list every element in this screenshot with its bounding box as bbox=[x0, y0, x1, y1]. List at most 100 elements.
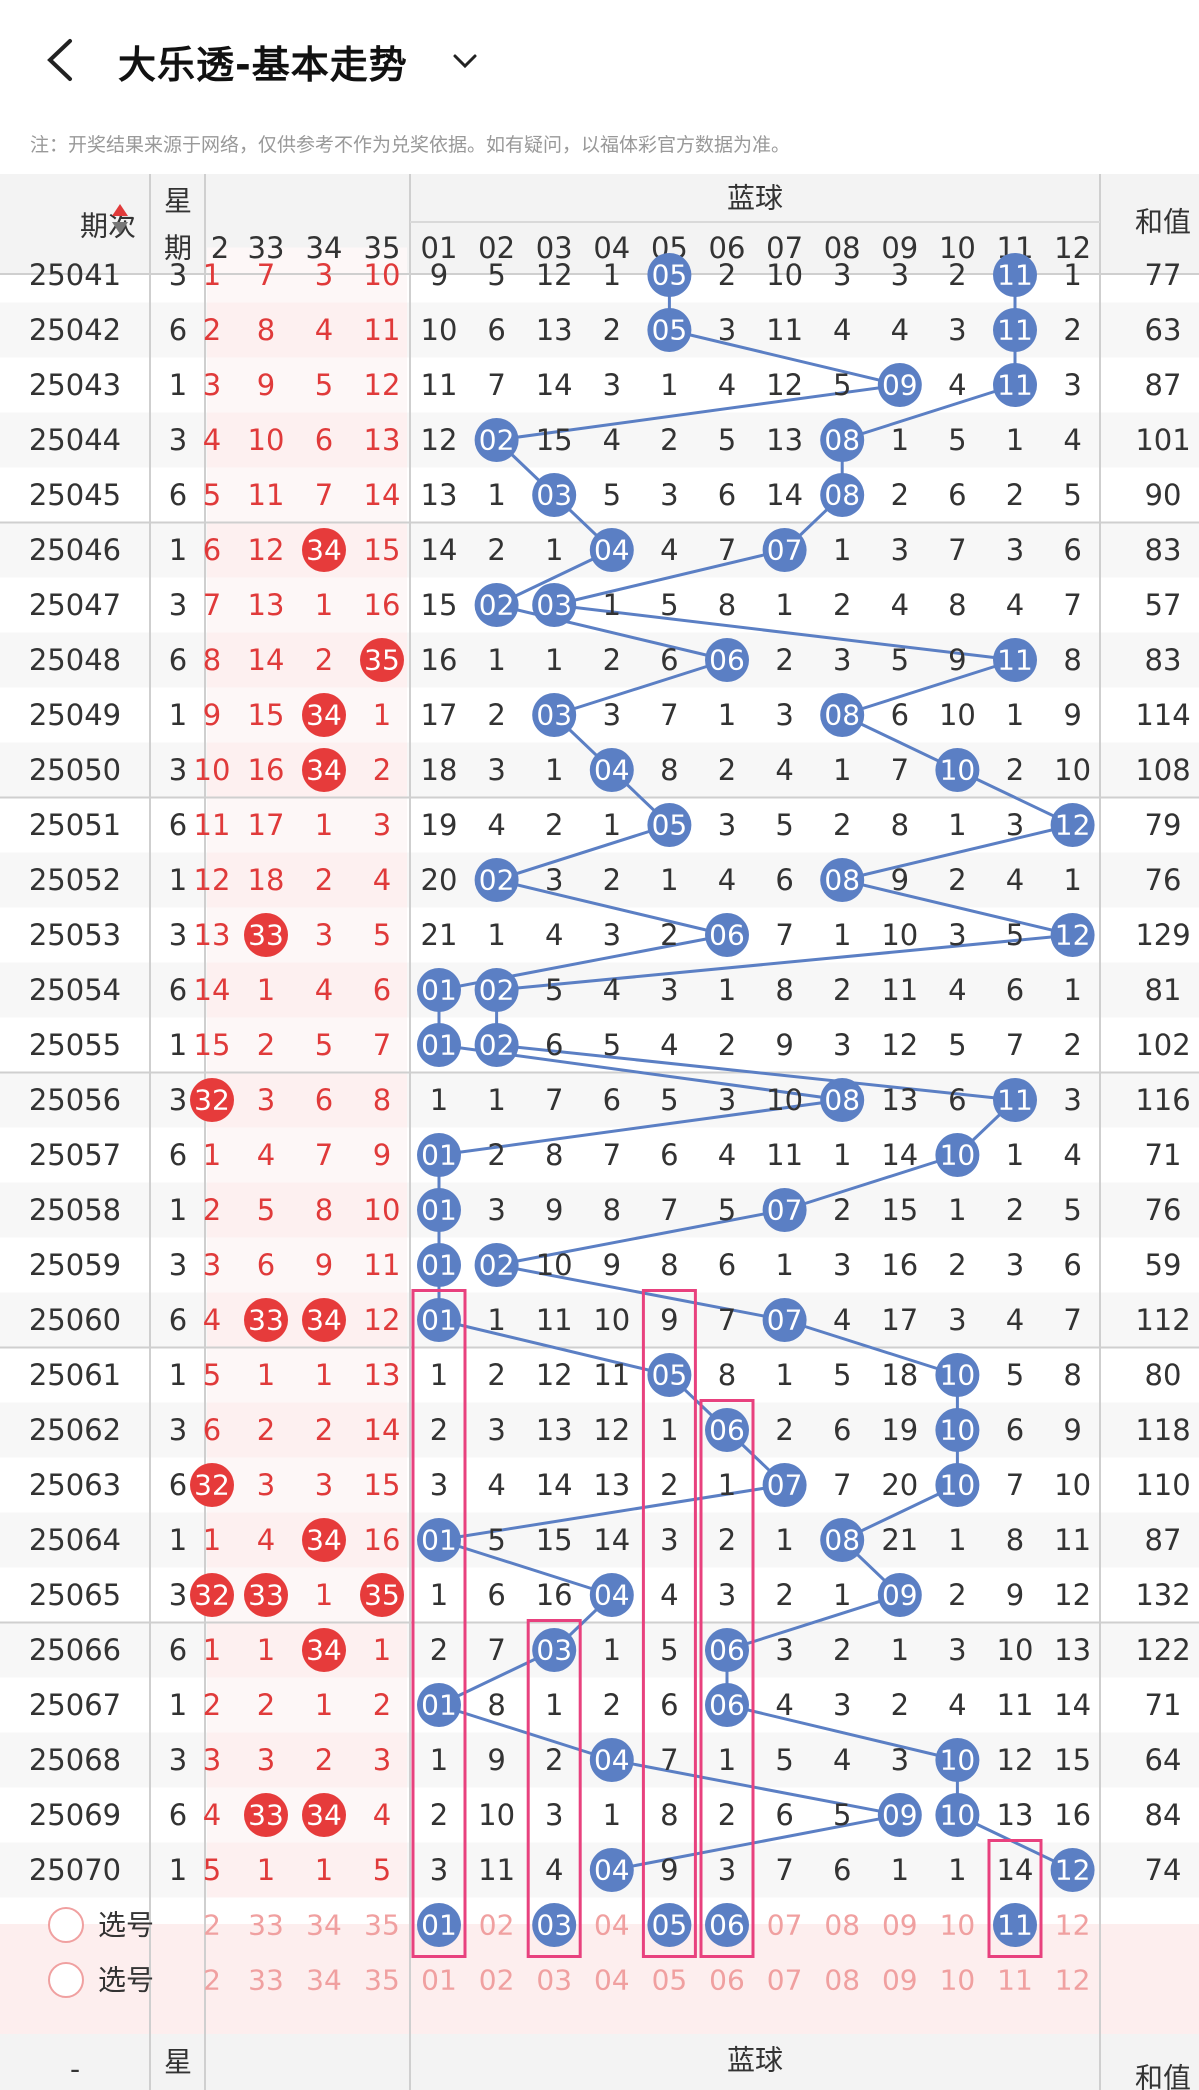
blue-ball-number: 04 bbox=[594, 754, 630, 787]
weekday: 3 bbox=[169, 1743, 187, 1777]
sum-value: 74 bbox=[1145, 1853, 1182, 1887]
picked-blue-ball[interactable] bbox=[532, 1903, 577, 1947]
blue-miss-count: 4 bbox=[1006, 1303, 1024, 1337]
bottom-dash: - bbox=[70, 2053, 80, 2086]
blue-miss-count: 2 bbox=[430, 1798, 448, 1832]
blue-ball-hit bbox=[647, 253, 692, 297]
red-ball-hit bbox=[302, 528, 346, 572]
weekday: 1 bbox=[169, 368, 187, 402]
sum-value: 80 bbox=[1145, 1358, 1182, 1392]
weekday: 6 bbox=[169, 1798, 187, 1832]
chevron-down-icon[interactable] bbox=[450, 46, 480, 76]
red-ball-number: 33 bbox=[248, 1579, 284, 1612]
blue-miss-count: 3 bbox=[660, 1523, 678, 1557]
picked-blue-ball[interactable] bbox=[993, 1903, 1037, 1947]
blue-miss-count: 1 bbox=[1063, 258, 1081, 292]
red-zone-bg bbox=[207, 1677, 407, 1733]
red-miss-count: 1 bbox=[373, 1633, 391, 1667]
sort-arrows-icon[interactable] bbox=[112, 204, 128, 234]
select-blue-option: 07 bbox=[767, 1909, 803, 1942]
weekday: 3 bbox=[169, 1248, 187, 1282]
column-header-blue-num: 01 bbox=[421, 231, 458, 265]
blue-miss-count: 11 bbox=[766, 1138, 803, 1172]
blue-miss-count: 6 bbox=[660, 1138, 678, 1172]
blue-miss-count: 3 bbox=[1006, 1248, 1024, 1282]
red-miss-count: 3 bbox=[203, 1248, 221, 1282]
column-header-blue-num: 04 bbox=[593, 231, 630, 265]
blue-miss-count: 2 bbox=[948, 1248, 966, 1282]
red-ball-hit bbox=[302, 748, 346, 792]
weekday: 1 bbox=[169, 1523, 187, 1557]
weekday: 3 bbox=[169, 588, 187, 622]
blue-ball-number: 11 bbox=[997, 259, 1033, 292]
sum-value: 110 bbox=[1135, 1468, 1190, 1502]
blue-miss-count: 5 bbox=[1006, 918, 1024, 952]
blue-ball-number: 10 bbox=[940, 754, 976, 787]
period-number: 25051 bbox=[29, 808, 121, 842]
red-miss-count: 4 bbox=[257, 1138, 275, 1172]
blue-miss-count: 2 bbox=[430, 1413, 448, 1447]
blue-miss-count: 1 bbox=[833, 533, 851, 567]
blue-miss-count: 2 bbox=[775, 1578, 793, 1612]
blue-miss-count: 3 bbox=[948, 1303, 966, 1337]
blue-miss-count: 3 bbox=[833, 643, 851, 677]
blue-miss-count: 7 bbox=[1006, 1028, 1024, 1062]
red-zone-bg bbox=[207, 1017, 407, 1073]
blue-miss-count: 14 bbox=[881, 1138, 918, 1172]
sum-value: 76 bbox=[1145, 1193, 1182, 1227]
blue-miss-count: 8 bbox=[1006, 1523, 1024, 1557]
select-blue-option: 04 bbox=[594, 1909, 630, 1942]
picked-blue-ball[interactable] bbox=[705, 1903, 749, 1947]
period-number: 25064 bbox=[29, 1523, 121, 1557]
red-miss-count: 3 bbox=[257, 1083, 275, 1117]
sort-up-arrow bbox=[112, 204, 128, 216]
blue-miss-count: 5 bbox=[948, 423, 966, 457]
trend-line-first bbox=[438, 1098, 843, 1157]
blue-miss-count: 8 bbox=[660, 1798, 678, 1832]
blue-miss-count: 1 bbox=[487, 918, 505, 952]
red-miss-count: 5 bbox=[373, 918, 391, 952]
blue-miss-count: 9 bbox=[660, 1853, 678, 1887]
red-miss-count: 15 bbox=[194, 1028, 231, 1062]
blue-miss-count: 2 bbox=[1006, 753, 1024, 787]
blue-ball-number: 02 bbox=[479, 589, 515, 622]
period-number: 25068 bbox=[29, 1743, 121, 1777]
blue-miss-count: 3 bbox=[718, 1578, 736, 1612]
blue-ball-hit bbox=[532, 583, 577, 627]
blue-miss-count: 3 bbox=[775, 1633, 793, 1667]
blue-miss-count: 4 bbox=[775, 753, 793, 787]
red-miss-count: 14 bbox=[364, 478, 401, 512]
blue-ball-hit bbox=[589, 528, 634, 572]
red-ball-hit bbox=[244, 1298, 288, 1342]
red-miss-count: 13 bbox=[248, 588, 285, 622]
select-blue-option: 02 bbox=[479, 1964, 515, 1997]
sum-value: 114 bbox=[1135, 698, 1190, 732]
red-miss-count: 2 bbox=[315, 1413, 333, 1447]
picked-blue-ball[interactable] bbox=[417, 1903, 461, 1947]
trend-line-first bbox=[669, 328, 901, 387]
trend-line-first bbox=[496, 878, 728, 937]
blue-miss-count: 3 bbox=[948, 1633, 966, 1667]
trend-line-second bbox=[841, 658, 1016, 717]
blue-miss-count: 1 bbox=[660, 863, 678, 897]
blue-miss-count: 9 bbox=[603, 1248, 621, 1282]
red-miss-count: 3 bbox=[203, 368, 221, 402]
blue-miss-count: 2 bbox=[718, 753, 736, 787]
blue-miss-count: 4 bbox=[660, 1578, 678, 1612]
picked-blue-ball[interactable] bbox=[647, 1903, 692, 1947]
column-header-red: 2 bbox=[211, 231, 229, 265]
blue-miss-count: 7 bbox=[545, 1083, 563, 1117]
red-miss-count: 13 bbox=[194, 918, 231, 952]
select-radio[interactable] bbox=[48, 1962, 84, 1998]
blue-ball-hit bbox=[820, 473, 865, 517]
blue-miss-count: 7 bbox=[487, 1633, 505, 1667]
back-arrow-icon[interactable] bbox=[40, 35, 80, 85]
blue-miss-count: 5 bbox=[1006, 1358, 1024, 1392]
blue-miss-count: 1 bbox=[1006, 1138, 1024, 1172]
blue-miss-count: 3 bbox=[603, 698, 621, 732]
select-blue-option: 08 bbox=[824, 1964, 860, 1997]
select-blue-option: 09 bbox=[882, 1964, 918, 1997]
select-radio[interactable] bbox=[48, 1907, 84, 1943]
blue-miss-count: 4 bbox=[1063, 1138, 1081, 1172]
